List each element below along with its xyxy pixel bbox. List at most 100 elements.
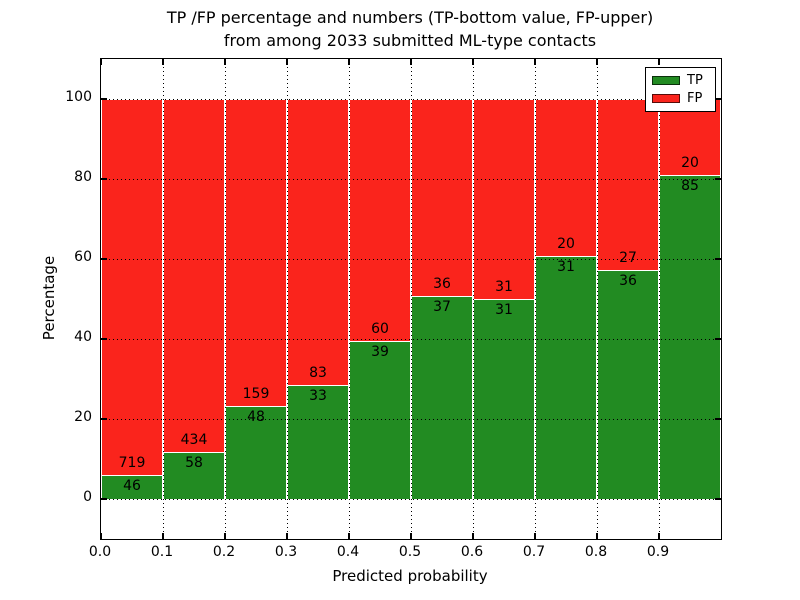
bar-segment-tp (287, 385, 349, 499)
bar-count-label-tp: 58 (185, 454, 203, 471)
fp-swatch-icon (652, 93, 680, 103)
bar-segment-tp (349, 341, 411, 499)
bar-segment-tp (163, 451, 225, 499)
bar-count-label-fp: 159 (242, 386, 270, 403)
y-tick-right (715, 338, 721, 340)
x-tick-top (101, 59, 102, 65)
y-tick-left (101, 98, 107, 100)
legend: TP FP (645, 67, 716, 112)
x-tick-label: 0.5 (398, 544, 422, 560)
y-tick-label: 100 (65, 89, 92, 105)
gridline-vertical (596, 59, 598, 539)
y-tick-label: 0 (83, 489, 92, 505)
y-tick-label: 40 (74, 329, 92, 345)
y-tick-right (715, 258, 721, 260)
tp-swatch-icon (652, 76, 680, 86)
y-tick-left (101, 418, 107, 420)
bar-segment-tp (659, 175, 721, 499)
bar-count-label-fp: 719 (118, 454, 146, 471)
bar-count-label-fp: 36 (433, 276, 451, 293)
bar-segment-tp (411, 296, 473, 499)
gridline-vertical (224, 59, 226, 539)
bar-segment-fp (473, 99, 535, 299)
x-tick-label: 0.9 (646, 544, 670, 560)
x-tick-label: 0.2 (212, 544, 236, 560)
legend-row-fp: FP (652, 92, 709, 105)
x-tick-bottom (224, 533, 226, 539)
y-tick-label: 80 (74, 169, 92, 185)
bar-count-label-tp: 48 (247, 409, 265, 426)
bar-segment-fp (225, 99, 287, 407)
chart-title: TP /FP percentage and numbers (TP-bottom… (100, 6, 720, 52)
gridline-vertical (286, 59, 288, 539)
x-tick-top (658, 59, 660, 65)
legend-label-fp: FP (687, 90, 703, 106)
y-tick-left (101, 258, 107, 260)
x-tick-bottom (410, 533, 412, 539)
bar-segment-fp (535, 99, 597, 256)
bar-count-label-tp: 39 (371, 344, 389, 361)
x-tick-label: 0.7 (522, 544, 546, 560)
x-tick-top (596, 59, 598, 65)
x-tick-bottom (286, 533, 288, 539)
bar-count-label-tp: 85 (681, 178, 699, 195)
bar-segment-fp (163, 99, 225, 452)
legend-row-tp: TP (652, 74, 709, 87)
bar-count-label-fp: 60 (371, 321, 389, 338)
x-tick-bottom (101, 533, 102, 539)
plot-inner: 719 46 434 58 159 48 83 33 60 39 36 37 31 31 20 31 27 36 2… (101, 59, 721, 539)
y-tick-right (715, 98, 721, 100)
x-tick-bottom (534, 533, 536, 539)
y-tick-right (715, 418, 721, 420)
x-tick-bottom (472, 533, 474, 539)
y-tick-left (101, 338, 107, 340)
bar-segment-tp (597, 270, 659, 499)
bar-segment-fp (349, 99, 411, 342)
x-tick-label: 0.0 (88, 544, 112, 560)
y-tick-left (101, 498, 107, 500)
bar-segment-fp (411, 99, 473, 297)
x-tick-label: 0.6 (460, 544, 484, 560)
gridline-vertical (658, 59, 660, 539)
bar-count-label-tp: 36 (619, 273, 637, 290)
y-tick-label: 20 (74, 409, 92, 425)
bar-count-label-tp: 33 (309, 388, 327, 405)
y-tick-right (715, 498, 721, 500)
x-tick-top (410, 59, 412, 65)
bar-count-label-tp: 31 (495, 302, 513, 318)
x-tick-bottom (596, 533, 598, 539)
bar-count-label-fp: 83 (309, 365, 327, 382)
bar-segment-tp (535, 255, 597, 499)
x-tick-label: 0.3 (274, 544, 298, 560)
x-tick-top (286, 59, 288, 65)
y-tick-label: 60 (74, 249, 92, 265)
x-tick-bottom (658, 533, 660, 539)
chart-title-line2: from among 2033 submitted ML-type contac… (223, 31, 597, 50)
x-tick-bottom (162, 533, 164, 539)
legend-label-tp: TP (687, 73, 703, 89)
gridline-vertical (534, 59, 536, 539)
x-tick-top (162, 59, 164, 65)
x-tick-label: 0.1 (150, 544, 174, 560)
bar-count-label-fp: 31 (495, 279, 513, 295)
bar-count-label-tp: 46 (123, 477, 141, 494)
bar-segment-fp (101, 99, 163, 475)
x-tick-top (348, 59, 350, 65)
bar-count-label-tp: 37 (433, 299, 451, 316)
bar-count-label-fp: 27 (619, 250, 637, 267)
x-tick-top (224, 59, 226, 65)
gridline-vertical (410, 59, 412, 539)
x-tick-top (472, 59, 474, 65)
y-tick-left (101, 178, 107, 180)
bar-count-label-fp: 434 (180, 431, 208, 448)
x-tick-label: 0.4 (336, 544, 360, 560)
chart-title-line1: TP /FP percentage and numbers (TP-bottom… (166, 8, 654, 27)
gridline-vertical (162, 59, 164, 539)
gridline-vertical (472, 59, 474, 539)
bar-count-label-tp: 31 (557, 258, 575, 275)
x-tick-bottom (348, 533, 350, 539)
bar-segment-fp (597, 99, 659, 271)
bar-segment-tp (225, 406, 287, 499)
x-tick-label: 0.8 (584, 544, 608, 560)
